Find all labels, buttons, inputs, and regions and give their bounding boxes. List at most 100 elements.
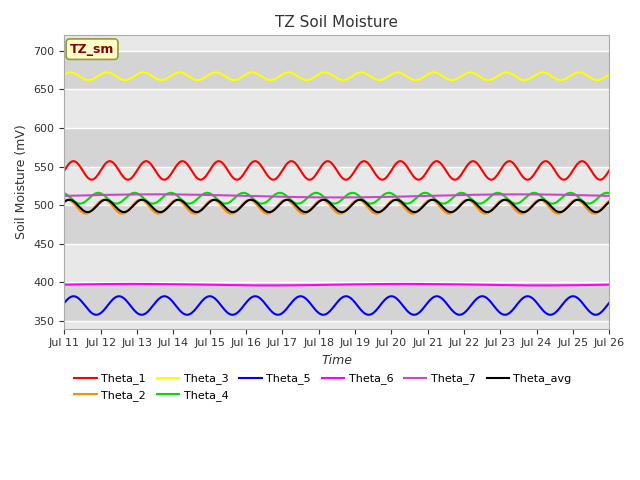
Theta_1 bbox=[590, 172, 598, 178]
Theta_6 bbox=[311, 282, 319, 288]
Legend: Theta_1, Theta_2, Theta_3, Theta_4, Theta_5, Theta_6, Theta_7, Theta_avg: Theta_1, Theta_2, Theta_3, Theta_4, Thet… bbox=[70, 369, 576, 405]
Theta_2 bbox=[311, 201, 319, 207]
Bar bbox=[65, 128, 609, 167]
Theta_6 bbox=[326, 282, 333, 288]
Theta_4 bbox=[311, 190, 319, 196]
Theta_1 bbox=[490, 176, 498, 181]
Theta_4 bbox=[590, 199, 598, 204]
Theta_1 bbox=[311, 173, 319, 179]
Theta_avg bbox=[605, 199, 613, 205]
Theta_5 bbox=[252, 293, 259, 299]
Bar bbox=[65, 51, 609, 89]
Theta_5 bbox=[326, 308, 333, 314]
Bar bbox=[65, 321, 609, 329]
Theta_3 bbox=[326, 71, 333, 76]
Theta_7 bbox=[326, 194, 333, 200]
Line: Theta_1: Theta_1 bbox=[65, 161, 609, 180]
Theta_3 bbox=[590, 77, 598, 83]
Theta_6 bbox=[129, 281, 136, 287]
Theta_6 bbox=[605, 282, 613, 288]
Theta_4 bbox=[349, 190, 356, 196]
Theta_avg bbox=[490, 205, 498, 211]
Bar bbox=[65, 244, 609, 282]
Theta_avg bbox=[138, 197, 146, 203]
Theta_2 bbox=[61, 198, 68, 204]
Theta_4 bbox=[590, 199, 598, 204]
Theta_3 bbox=[490, 75, 498, 81]
Theta_2 bbox=[590, 211, 598, 216]
Theta_6 bbox=[61, 282, 68, 288]
Theta_4 bbox=[88, 192, 96, 198]
Theta_avg bbox=[88, 207, 96, 213]
Theta_7 bbox=[605, 193, 613, 199]
Theta_7 bbox=[590, 192, 598, 198]
Theta_3 bbox=[103, 70, 111, 75]
Theta_4 bbox=[490, 191, 497, 197]
Theta_7 bbox=[490, 192, 498, 197]
Line: Theta_2: Theta_2 bbox=[65, 200, 609, 214]
Theta_1 bbox=[433, 158, 440, 164]
Theta_4 bbox=[605, 191, 613, 196]
Theta_4 bbox=[326, 199, 333, 204]
Theta_5 bbox=[590, 312, 598, 317]
Theta_3 bbox=[448, 77, 456, 83]
Line: Theta_7: Theta_7 bbox=[65, 194, 609, 197]
Theta_7 bbox=[88, 192, 96, 198]
Text: TZ_sm: TZ_sm bbox=[70, 43, 114, 56]
Theta_2 bbox=[318, 197, 326, 203]
Theta_4 bbox=[61, 191, 68, 196]
Theta_6 bbox=[590, 282, 598, 288]
Theta_5 bbox=[88, 311, 96, 316]
Theta_2 bbox=[326, 203, 333, 208]
X-axis label: Time: Time bbox=[321, 354, 353, 367]
Theta_2 bbox=[590, 211, 598, 216]
Theta_3 bbox=[61, 72, 68, 77]
Theta_avg bbox=[590, 209, 598, 215]
Theta_3 bbox=[590, 76, 598, 82]
Title: TZ Soil Moisture: TZ Soil Moisture bbox=[275, 15, 398, 30]
Bar bbox=[65, 282, 609, 321]
Theta_7 bbox=[151, 192, 159, 197]
Theta_2 bbox=[490, 204, 498, 210]
Theta_avg bbox=[338, 209, 346, 215]
Theta_1 bbox=[88, 177, 96, 182]
Theta_5 bbox=[312, 307, 319, 312]
Theta_6 bbox=[537, 283, 545, 288]
Theta_1 bbox=[590, 172, 598, 178]
Theta_4 bbox=[548, 201, 556, 206]
Theta_3 bbox=[311, 74, 319, 80]
Theta_7 bbox=[333, 194, 340, 200]
Theta_7 bbox=[590, 192, 598, 198]
Line: Theta_4: Theta_4 bbox=[65, 193, 609, 204]
Line: Theta_6: Theta_6 bbox=[65, 284, 609, 286]
Theta_6 bbox=[590, 282, 598, 288]
Theta_7 bbox=[311, 194, 319, 200]
Bar bbox=[65, 89, 609, 128]
Theta_6 bbox=[490, 282, 497, 288]
Bar bbox=[65, 205, 609, 244]
Line: Theta_3: Theta_3 bbox=[65, 72, 609, 80]
Theta_5 bbox=[61, 300, 68, 306]
Theta_avg bbox=[61, 199, 68, 205]
Theta_1 bbox=[233, 177, 241, 182]
Theta_2 bbox=[118, 211, 126, 216]
Theta_avg bbox=[590, 209, 598, 215]
Bar bbox=[65, 167, 609, 205]
Line: Theta_avg: Theta_avg bbox=[65, 200, 609, 212]
Theta_6 bbox=[88, 281, 96, 287]
Theta_5 bbox=[605, 300, 613, 306]
Theta_1 bbox=[605, 168, 613, 173]
Theta_1 bbox=[326, 159, 333, 165]
Theta_3 bbox=[605, 72, 613, 77]
Theta_1 bbox=[61, 168, 68, 173]
Line: Theta_5: Theta_5 bbox=[65, 296, 609, 315]
Theta_2 bbox=[88, 207, 96, 213]
Bar bbox=[65, 36, 609, 51]
Theta_avg bbox=[311, 203, 319, 208]
Theta_avg bbox=[326, 200, 333, 205]
Y-axis label: Soil Moisture (mV): Soil Moisture (mV) bbox=[15, 125, 28, 240]
Theta_7 bbox=[61, 193, 68, 199]
Theta_2 bbox=[605, 198, 613, 204]
Theta_5 bbox=[590, 312, 598, 317]
Theta_5 bbox=[490, 303, 498, 309]
